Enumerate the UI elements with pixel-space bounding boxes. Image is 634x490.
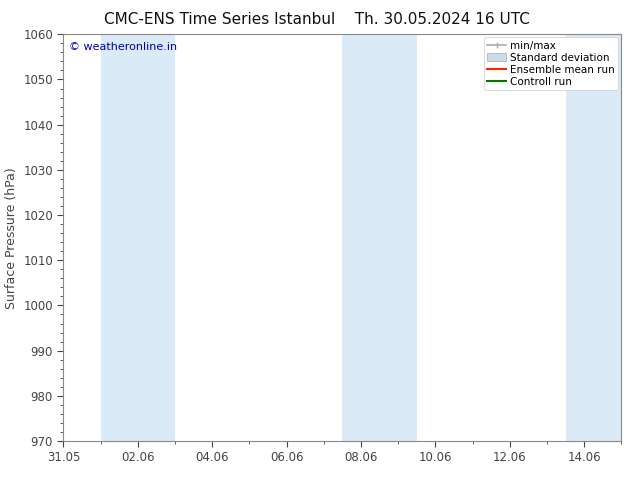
Text: © weatheronline.in: © weatheronline.in — [69, 43, 177, 52]
Y-axis label: Surface Pressure (hPa): Surface Pressure (hPa) — [4, 167, 18, 309]
Text: CMC-ENS Time Series Istanbul    Th. 30.05.2024 16 UTC: CMC-ENS Time Series Istanbul Th. 30.05.2… — [104, 12, 530, 27]
Bar — [566, 34, 621, 441]
Bar — [342, 34, 417, 441]
Legend: min/max, Standard deviation, Ensemble mean run, Controll run: min/max, Standard deviation, Ensemble me… — [484, 37, 618, 90]
Bar — [101, 34, 175, 441]
